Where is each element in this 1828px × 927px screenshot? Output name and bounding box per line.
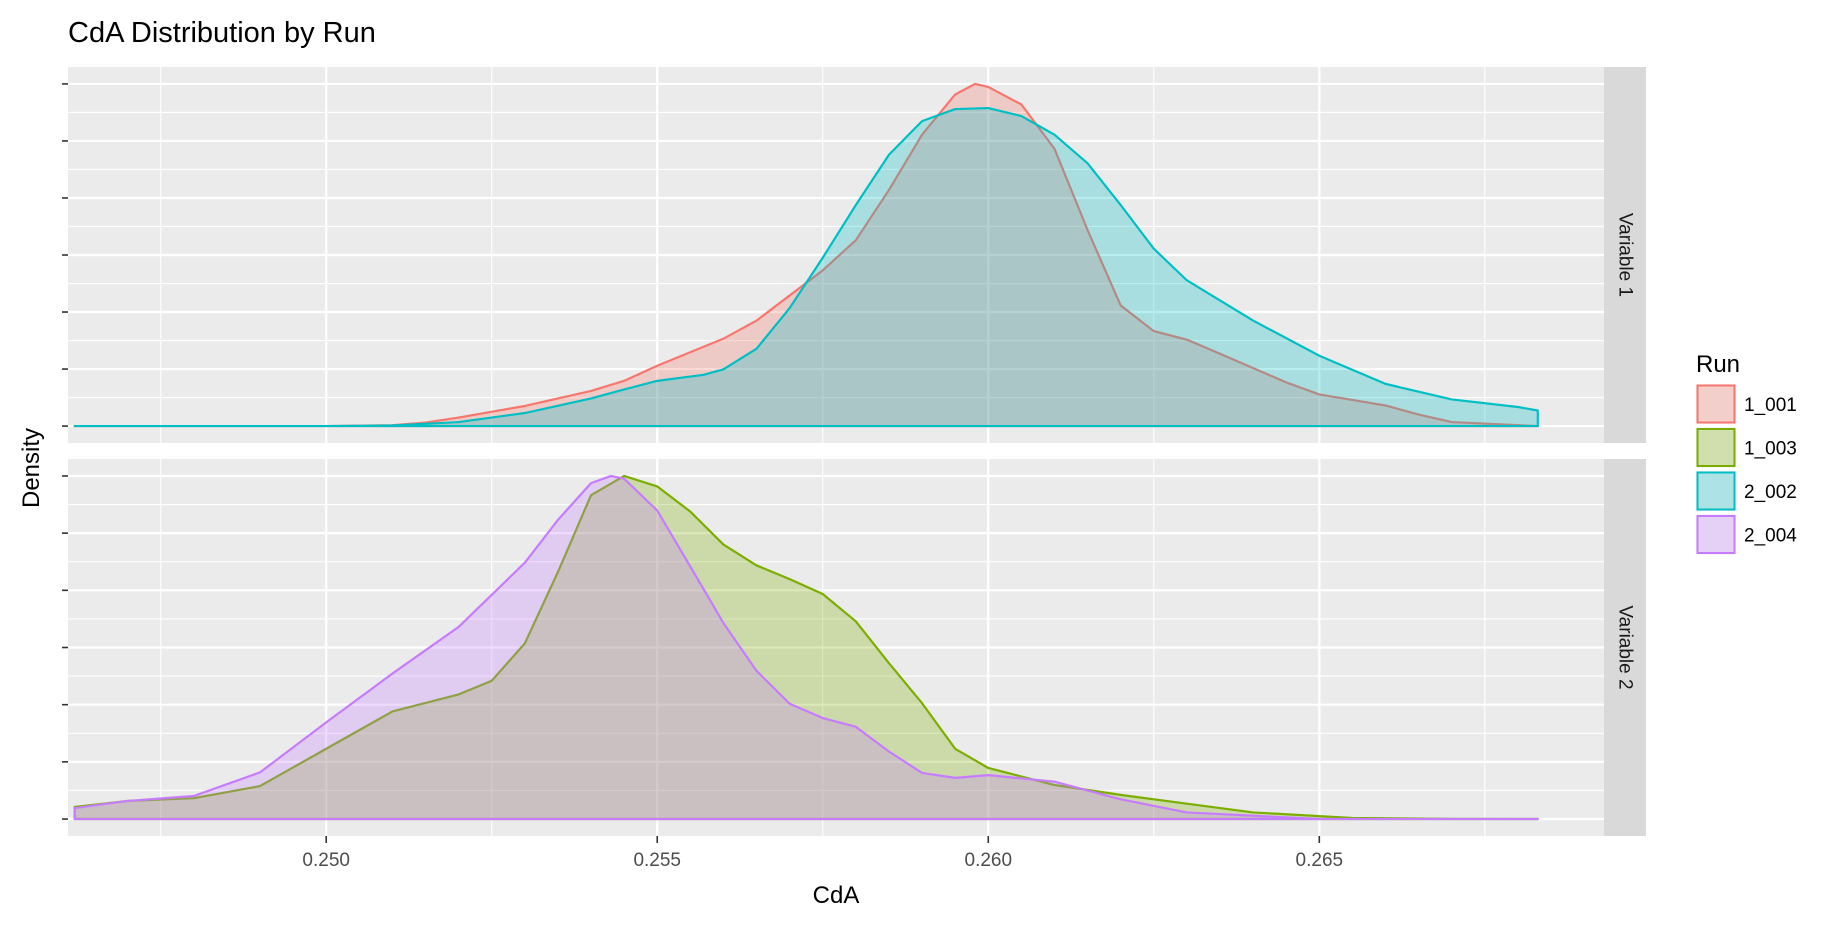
density-area-1_001 bbox=[73, 82, 1539, 428]
facet-strip-2 bbox=[1604, 459, 1646, 836]
x-axis-title: CdA bbox=[813, 882, 860, 909]
legend-swatch bbox=[1696, 384, 1736, 424]
x-tick-label: 0.255 bbox=[633, 850, 681, 871]
legend-title: Run bbox=[1696, 351, 1740, 378]
legend-key-background bbox=[1696, 471, 1736, 511]
y-axis-title: Density bbox=[18, 428, 45, 508]
facet-panel-1: Variable 1 bbox=[62, 67, 1646, 443]
legend-item-1_003: 1_003 bbox=[1696, 427, 1797, 468]
legend-item-2_002: 2_002 bbox=[1696, 471, 1797, 511]
legend-label: 2_004 bbox=[1744, 526, 1797, 547]
legend-key-background bbox=[1696, 514, 1736, 555]
legend-label: 2_002 bbox=[1744, 482, 1797, 503]
facet-label-1: Variable 1 bbox=[1615, 213, 1636, 297]
legend-item-1_001: 1_001 bbox=[1696, 384, 1797, 424]
density-area-2_004 bbox=[73, 474, 1539, 821]
x-tick-label: 0.250 bbox=[302, 850, 350, 871]
facet-strip-1 bbox=[1604, 67, 1646, 443]
x-axis: 0.250 0.255 0.260 0.265 bbox=[302, 836, 1343, 871]
density-area-2_002 bbox=[73, 106, 1539, 428]
legend-label: 1_001 bbox=[1744, 395, 1797, 416]
chart-title: CdA Distribution by Run bbox=[68, 17, 376, 49]
legend-key-background bbox=[1696, 427, 1736, 468]
x-tick-label: 0.265 bbox=[1296, 850, 1344, 871]
legend-swatch bbox=[1696, 515, 1736, 554]
legend-item-2_004: 2_004 bbox=[1696, 514, 1797, 555]
legend-label: 1_003 bbox=[1744, 439, 1797, 460]
density-area-1_003 bbox=[73, 474, 1539, 821]
legend-key-background bbox=[1696, 384, 1736, 424]
facet-label-2: Variable 2 bbox=[1615, 605, 1636, 689]
facet-panels: Variable 1 Variable 2 bbox=[62, 67, 1646, 836]
facet-panel-2: Variable 2 bbox=[62, 459, 1646, 836]
legend-swatch bbox=[1696, 428, 1736, 467]
x-tick-label: 0.260 bbox=[965, 850, 1013, 871]
legend-swatch bbox=[1696, 471, 1736, 511]
